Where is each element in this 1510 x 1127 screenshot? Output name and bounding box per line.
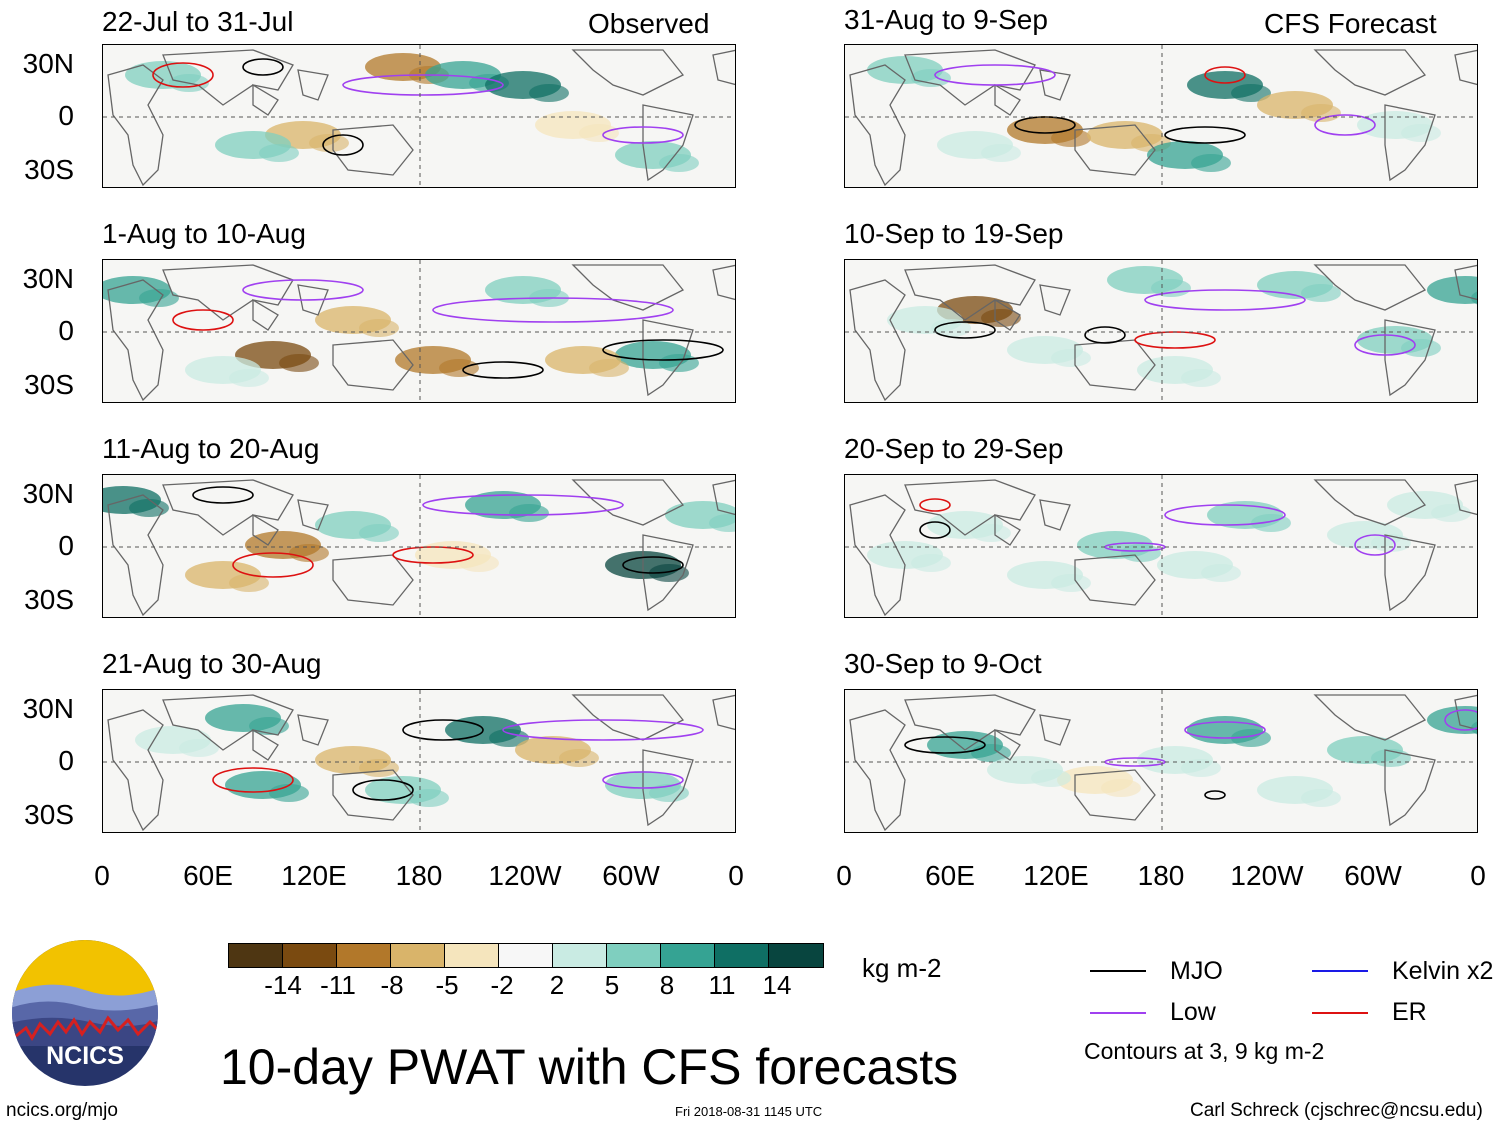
colorbar-swatch xyxy=(445,944,499,967)
lon-label-0-end: 0 xyxy=(1470,860,1486,891)
lon-label-0: 0 xyxy=(836,860,852,891)
colorbar-swatch xyxy=(391,944,445,967)
footer-timestamp: Fri 2018-08-31 1145 UTC xyxy=(675,1104,823,1119)
main-title: 10-day PWAT with CFS forecasts xyxy=(220,1039,959,1095)
colorbar-tick: 5 xyxy=(604,970,620,1000)
colorbar-swatch xyxy=(553,944,607,967)
colorbar-swatch xyxy=(499,944,553,967)
legend-note: Contours at 3, 9 kg m-2 xyxy=(1084,1038,1325,1064)
lon-label-0-end: 0 xyxy=(728,860,744,891)
lon-label-60e: 60E xyxy=(925,860,975,891)
map-panel-right-2 xyxy=(844,259,1478,403)
lon-label-0: 0 xyxy=(94,860,110,891)
lon-label-120w: 120W xyxy=(488,860,562,891)
lat-label-30n: 30N xyxy=(22,693,74,724)
colorbar-swatch xyxy=(229,944,283,967)
map-panel-right-4 xyxy=(844,689,1478,833)
colorbar-swatch xyxy=(337,944,391,967)
lat-label-30n: 30N xyxy=(22,263,74,294)
map-panel-left-1 xyxy=(102,44,736,188)
colorbar-swatch xyxy=(769,944,823,967)
legend-line-low xyxy=(1090,1012,1146,1014)
colorbar-tick: -14 xyxy=(264,970,302,1000)
map-panel-left-4 xyxy=(102,689,736,833)
lat-label-30n: 30N xyxy=(22,48,74,79)
colorbar-swatch xyxy=(661,944,715,967)
colorbar-tick: 2 xyxy=(549,970,565,1000)
map-panel-left-3 xyxy=(102,474,736,618)
colorbar-tick: -11 xyxy=(320,970,356,1000)
lat-label-0: 0 xyxy=(58,745,74,776)
colorbar-swatch xyxy=(715,944,769,967)
legend-line-er xyxy=(1312,1012,1368,1014)
panel-title-left-4: 21-Aug to 30-Aug xyxy=(102,648,322,679)
footer-author: Carl Schreck (cjschrec@ncsu.edu) xyxy=(1190,1100,1483,1121)
lon-label-60e: 60E xyxy=(183,860,233,891)
lat-label-0: 0 xyxy=(58,315,74,346)
panel-title-right-4: 30-Sep to 9-Oct xyxy=(844,648,1042,679)
colorbar-tick: -2 xyxy=(490,970,514,1000)
lon-label-120e: 120E xyxy=(1023,860,1089,891)
forecast-label: CFS Forecast xyxy=(1264,8,1437,39)
lon-label-60w: 60W xyxy=(1344,860,1402,891)
lat-label-0: 0 xyxy=(58,530,74,561)
lon-label-180: 180 xyxy=(395,860,443,891)
colorbar-tick: 14 xyxy=(762,970,792,1000)
legend-label-kelvin: Kelvin x2 xyxy=(1392,957,1494,985)
colorbar-unit: kg m-2 xyxy=(862,953,942,983)
lon-label-180: 180 xyxy=(1137,860,1185,891)
panel-title-left-1: 22-Jul to 31-Jul xyxy=(102,6,294,37)
observed-label: Observed xyxy=(588,8,710,39)
panel-title-left-2: 1-Aug to 10-Aug xyxy=(102,218,306,249)
legend-label-er: ER xyxy=(1392,998,1427,1026)
lon-label-120e: 120E xyxy=(281,860,347,891)
colorbar xyxy=(228,943,824,968)
legend-line-mjo xyxy=(1090,970,1146,972)
panel-title-right-1: 31-Aug to 9-Sep xyxy=(844,4,1048,35)
map-panel-right-1 xyxy=(844,44,1478,188)
legend-line-kelvin xyxy=(1312,970,1368,972)
lat-label-30s: 30S xyxy=(24,584,74,615)
colorbar-swatch xyxy=(607,944,661,967)
lat-label-30s: 30S xyxy=(24,369,74,400)
footer-url: ncics.org/mjo xyxy=(6,1100,118,1121)
ncics-logo: NCICS xyxy=(10,938,160,1088)
lat-label-30s: 30S xyxy=(24,154,74,185)
map-panel-right-3 xyxy=(844,474,1478,618)
colorbar-tick: -5 xyxy=(435,970,459,1000)
panel-title-right-2: 10-Sep to 19-Sep xyxy=(844,218,1064,249)
colorbar-tick: -8 xyxy=(380,970,404,1000)
lon-label-60w: 60W xyxy=(602,860,660,891)
legend-label-mjo: MJO xyxy=(1170,957,1223,985)
colorbar-tick: 8 xyxy=(659,970,675,1000)
panel-title-right-3: 20-Sep to 29-Sep xyxy=(844,433,1064,464)
colorbar-swatch xyxy=(283,944,337,967)
map-panel-left-2 xyxy=(102,259,736,403)
lat-label-30n: 30N xyxy=(22,478,74,509)
logo-text: NCICS xyxy=(46,1042,124,1070)
legend-label-low: Low xyxy=(1170,998,1216,1026)
panel-title-left-3: 11-Aug to 20-Aug xyxy=(102,433,320,464)
lat-label-0: 0 xyxy=(58,100,74,131)
lon-label-120w: 120W xyxy=(1230,860,1304,891)
lat-label-30s: 30S xyxy=(24,799,74,830)
colorbar-tick: 11 xyxy=(708,970,736,1000)
